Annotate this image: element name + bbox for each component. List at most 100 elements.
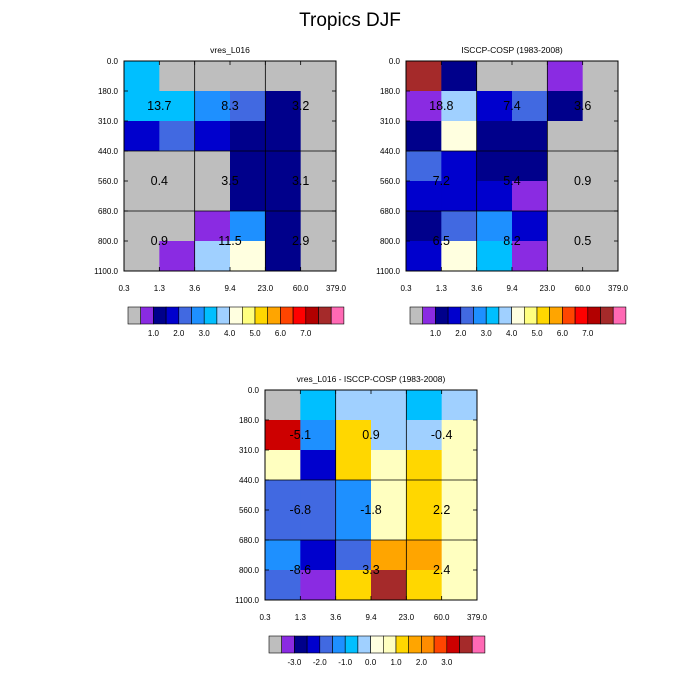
heatmap-cell	[265, 450, 301, 481]
heatmap-cell	[406, 570, 443, 601]
block-value-label: 18.8	[429, 99, 453, 113]
heatmap-cell	[194, 151, 231, 182]
y-tick-label: 0.0	[107, 57, 119, 66]
heatmap-cell	[406, 151, 442, 182]
heatmap-cell	[300, 450, 337, 481]
heatmap-cell	[265, 241, 302, 272]
heatmap-cell	[265, 570, 301, 601]
colorbar-swatch	[471, 635, 486, 654]
heatmap-cell	[547, 211, 584, 242]
colorbar-swatch	[447, 306, 462, 325]
panel-2: ISCCP-COSP (1983-2008) 18.8 7.4 3.6 7.2 5.4 0.…	[376, 45, 628, 338]
heatmap-cell	[512, 91, 548, 122]
colorbar-label: 7.0	[300, 329, 312, 338]
heatmap-cell	[512, 61, 548, 92]
x-tick-label: 60.0	[575, 284, 591, 293]
heatmap-cell	[406, 420, 443, 451]
y-tick-label: 560.0	[98, 177, 119, 186]
y-tick-label: 180.0	[239, 416, 260, 425]
block-value-label: 2.4	[433, 563, 450, 577]
colorbar-label: 2.0	[416, 658, 428, 667]
heatmap-cell	[300, 510, 337, 541]
x-tick-label: 1.3	[154, 284, 166, 293]
x-tick-label: 23.0	[258, 284, 274, 293]
heatmap-cell	[265, 480, 301, 511]
heatmap-cell	[512, 211, 548, 242]
colorbar-swatch	[319, 635, 333, 654]
block-value-label: 3.3	[362, 563, 379, 577]
y-tick-label: 560.0	[239, 506, 260, 515]
heatmap-cell	[371, 390, 407, 421]
heatmap-cell	[441, 570, 478, 601]
page-title: Tropics DJF	[299, 10, 401, 31]
heatmap-cell	[300, 211, 337, 242]
x-tick-label: 3.6	[189, 284, 201, 293]
colorbar-swatch	[127, 306, 141, 325]
x-tick-label: 0.3	[259, 613, 271, 622]
colorbar-swatch	[408, 635, 422, 654]
heatmap-cell	[441, 121, 478, 152]
colorbar-swatch	[318, 306, 332, 325]
colorbar-label: -3.0	[288, 658, 302, 667]
heatmap-cell	[371, 570, 407, 601]
colorbar-swatch	[485, 306, 500, 325]
x-tick-label: 0.3	[118, 284, 130, 293]
x-tick-label: 9.4	[365, 613, 377, 622]
heatmap-cell	[512, 181, 548, 212]
heatmap-cell	[547, 91, 584, 122]
heatmap-cell	[406, 540, 443, 571]
heatmap-cell	[300, 151, 337, 182]
colorbar-swatch	[433, 635, 448, 654]
colorbar-label: 6.0	[275, 329, 287, 338]
colorbar-swatch	[600, 306, 614, 325]
block-value-label: 3.1	[292, 174, 309, 188]
colorbar-label: 6.0	[557, 329, 569, 338]
heatmap-cell	[406, 91, 442, 122]
heatmap-cell	[441, 480, 478, 511]
colorbar: 1.0 2.0 3.0 4.0 5.0 6.0 7.0	[127, 306, 345, 338]
colorbar-swatch	[229, 306, 243, 325]
heatmap-cell	[300, 420, 337, 451]
colorbar-swatch	[357, 635, 371, 654]
heatmap-cell	[512, 121, 548, 152]
heatmap-cell	[441, 181, 478, 212]
heatmap-cell	[371, 480, 407, 511]
x-tick-label: 60.0	[434, 613, 450, 622]
colorbar-swatch	[422, 306, 436, 325]
block-value-label: 3.6	[574, 99, 591, 113]
heatmap-cell	[582, 91, 619, 122]
colorbar-label: 5.0	[249, 329, 261, 338]
colorbar-label: -2.0	[313, 658, 327, 667]
heatmap-cell	[547, 61, 584, 92]
heatmap-cell	[582, 121, 619, 152]
colorbar-swatch	[459, 635, 473, 654]
heatmap-cell	[371, 540, 407, 571]
colorbar-swatch	[268, 635, 282, 654]
heatmap-cell	[124, 211, 160, 242]
heatmap-cell	[476, 121, 513, 152]
colorbar-swatch	[242, 306, 256, 325]
block-value-label: 5.4	[503, 174, 520, 188]
heatmap-cell	[406, 61, 442, 92]
heatmap-cell	[547, 181, 584, 212]
block-value-label: 0.5	[574, 234, 591, 248]
panel-3: vres_L016 - ISCCP-COSP (1983-2008) -5.1 0.…	[235, 374, 487, 667]
heatmap-cell	[124, 121, 160, 152]
heatmap-cell	[371, 510, 407, 541]
heatmap-cell	[476, 151, 513, 182]
colorbar-label: 4.0	[224, 329, 236, 338]
heatmap-cell	[159, 61, 196, 92]
panel-title: ISCCP-COSP (1983-2008)	[461, 45, 563, 55]
y-tick-label: 800.0	[98, 237, 119, 246]
heatmap-cell	[265, 510, 301, 541]
heatmap-cell	[194, 91, 231, 122]
block-value-label: -8.6	[290, 563, 312, 577]
colorbar-swatch	[191, 306, 205, 325]
colorbar-swatch	[460, 306, 474, 325]
heatmap-cell	[406, 450, 443, 481]
heatmap-cell	[335, 390, 372, 421]
colorbar-swatch	[370, 635, 384, 654]
y-tick-label: 560.0	[380, 177, 401, 186]
heatmap-cell	[124, 181, 160, 212]
heatmap-cell	[406, 510, 443, 541]
